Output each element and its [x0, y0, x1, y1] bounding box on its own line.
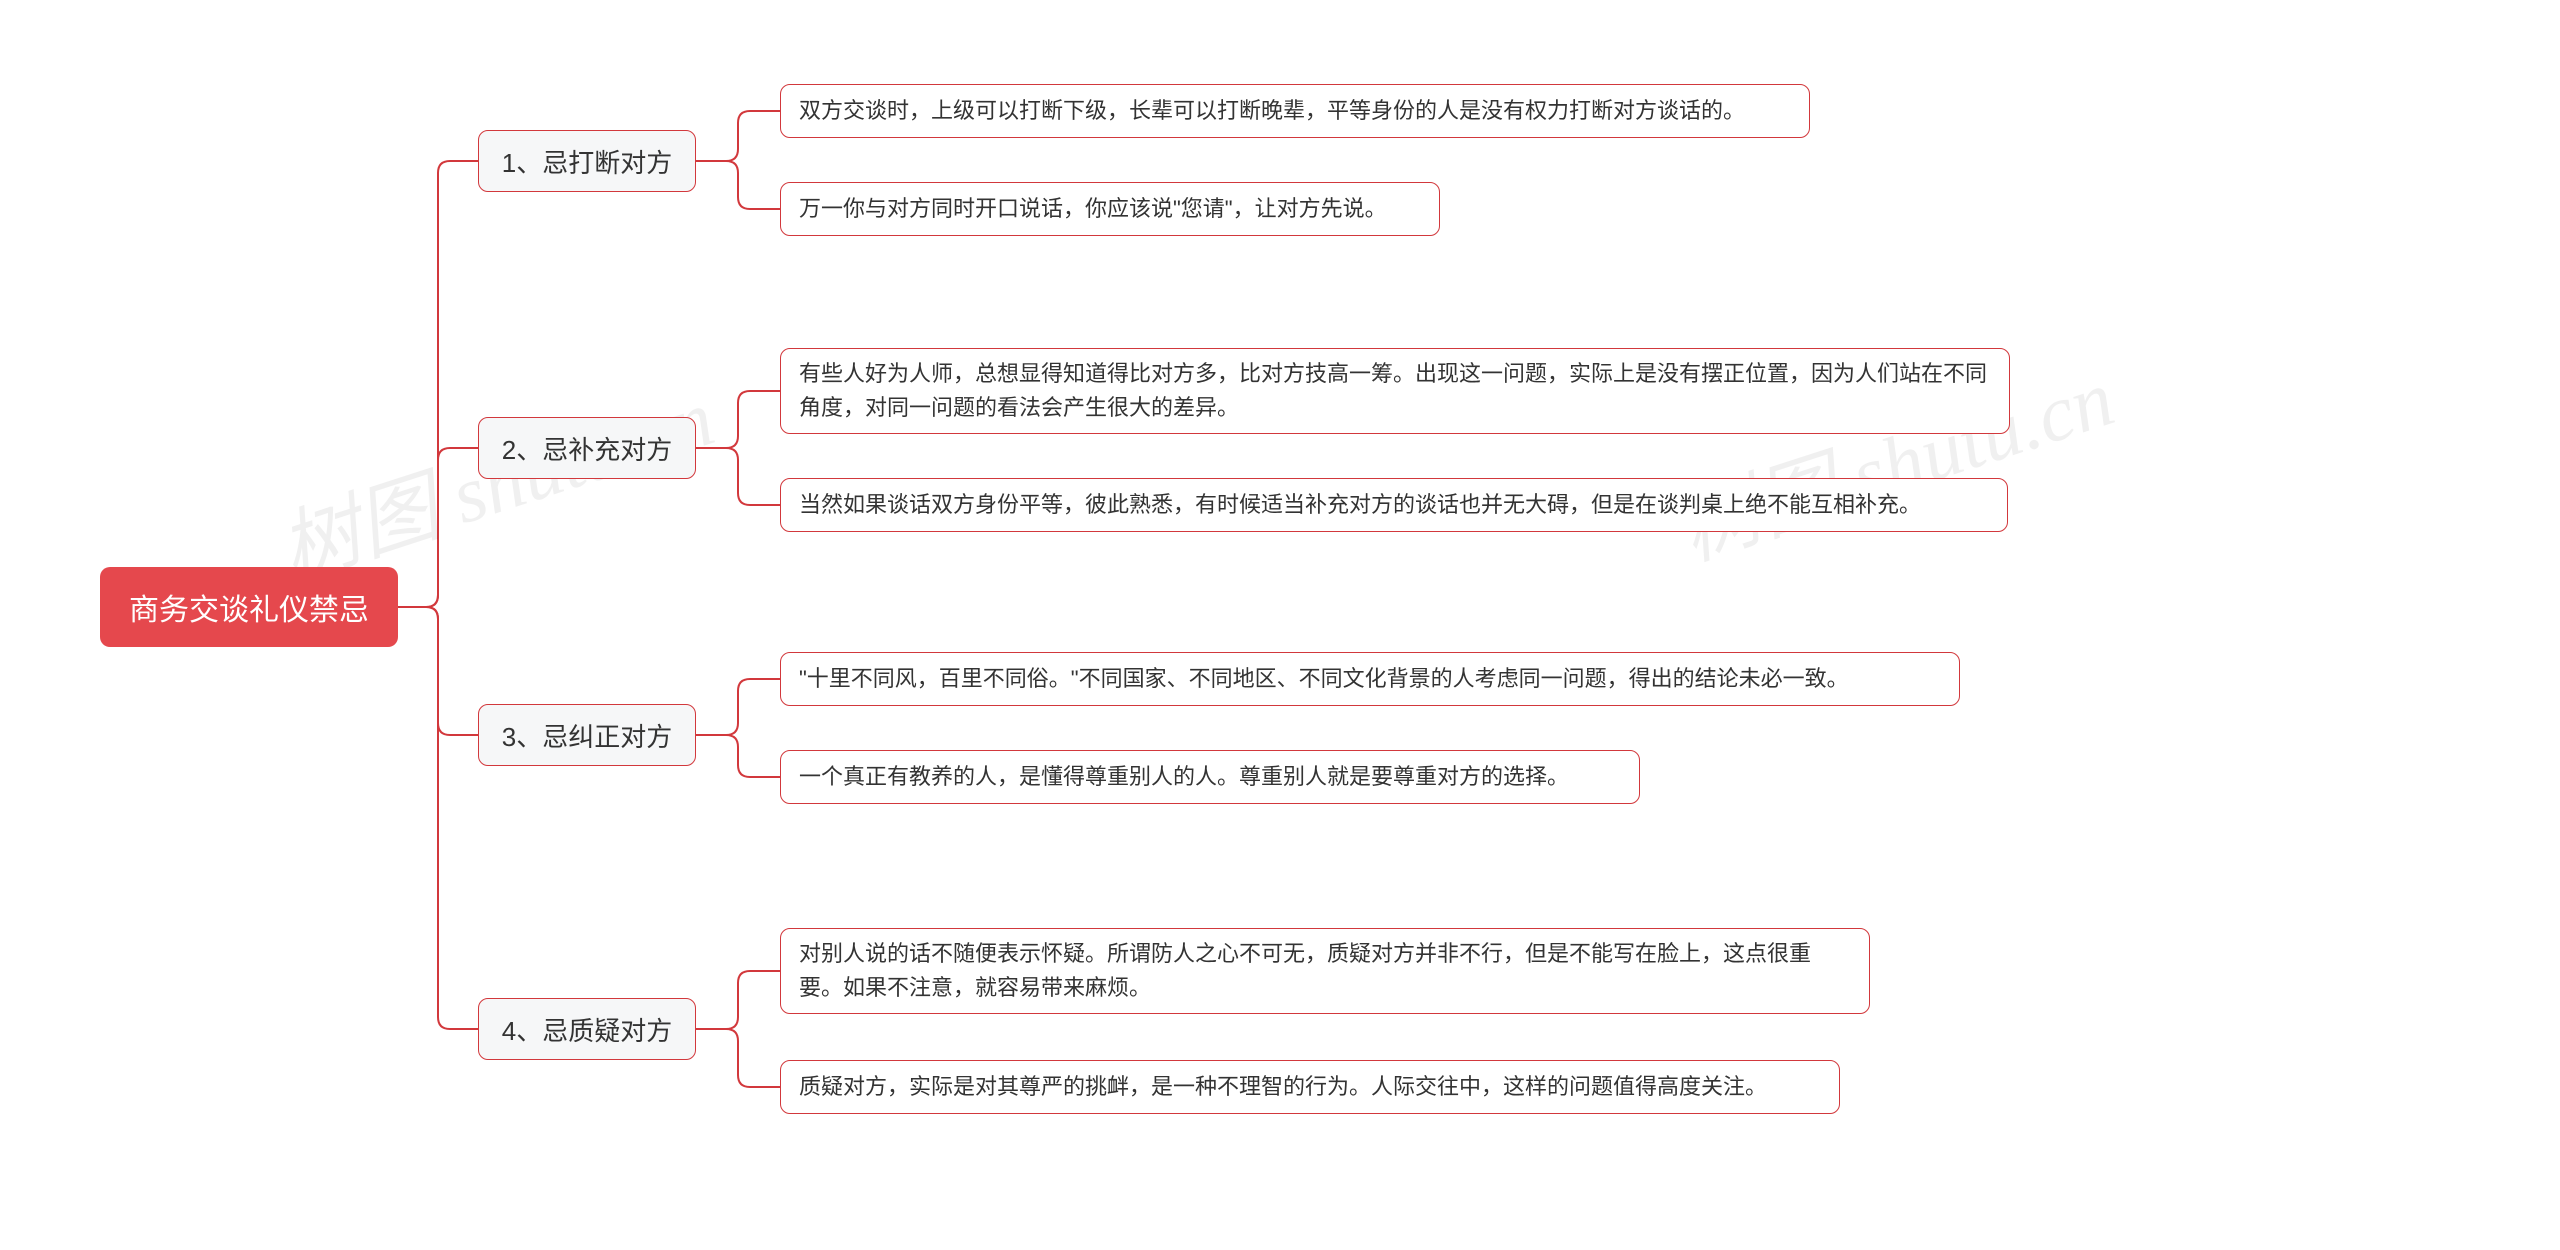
leaf-2-2-text: 当然如果谈话双方身份平等，彼此熟悉，有时候适当补充对方的谈话也并无大碍，但是在谈… [799, 488, 1989, 522]
leaf-3-2[interactable]: 一个真正有教养的人，是懂得尊重别人的人。尊重别人就是要尊重对方的选择。 [780, 750, 1640, 804]
branch-2[interactable]: 2、忌补充对方 [478, 417, 696, 479]
leaf-1-2[interactable]: 万一你与对方同时开口说话，你应该说"您请"，让对方先说。 [780, 182, 1440, 236]
mindmap-canvas: 树图 shutu.cn 树图 shutu.cn 商务交谈礼仪禁忌 1、忌打断对方… [0, 0, 2560, 1250]
leaf-1-1[interactable]: 双方交谈时，上级可以打断下级，长辈可以打断晚辈，平等身份的人是没有权力打断对方谈… [780, 84, 1810, 138]
leaf-3-2-text: 一个真正有教养的人，是懂得尊重别人的人。尊重别人就是要尊重对方的选择。 [799, 760, 1621, 794]
branch-4-label: 4、忌质疑对方 [502, 1011, 672, 1048]
leaf-1-1-text: 双方交谈时，上级可以打断下级，长辈可以打断晚辈，平等身份的人是没有权力打断对方谈… [799, 94, 1791, 128]
branch-3-label: 3、忌纠正对方 [502, 717, 672, 754]
leaf-3-1[interactable]: "十里不同风，百里不同俗。"不同国家、不同地区、不同文化背景的人考虑同一问题，得… [780, 652, 1960, 706]
branch-2-label: 2、忌补充对方 [502, 430, 672, 467]
leaf-2-1-text: 有些人好为人师，总想显得知道得比对方多，比对方技高一筹。出现这一问题，实际上是没… [799, 357, 1991, 425]
leaf-1-2-text: 万一你与对方同时开口说话，你应该说"您请"，让对方先说。 [799, 192, 1421, 226]
branch-3[interactable]: 3、忌纠正对方 [478, 704, 696, 766]
branch-1[interactable]: 1、忌打断对方 [478, 130, 696, 192]
root-node[interactable]: 商务交谈礼仪禁忌 [100, 567, 398, 647]
leaf-4-1-text: 对别人说的话不随便表示怀疑。所谓防人之心不可无，质疑对方并非不行，但是不能写在脸… [799, 937, 1851, 1005]
branch-4[interactable]: 4、忌质疑对方 [478, 998, 696, 1060]
root-label: 商务交谈礼仪禁忌 [129, 585, 369, 629]
leaf-4-2[interactable]: 质疑对方，实际是对其尊严的挑衅，是一种不理智的行为。人际交往中，这样的问题值得高… [780, 1060, 1840, 1114]
leaf-2-1[interactable]: 有些人好为人师，总想显得知道得比对方多，比对方技高一筹。出现这一问题，实际上是没… [780, 348, 2010, 434]
leaf-3-1-text: "十里不同风，百里不同俗。"不同国家、不同地区、不同文化背景的人考虑同一问题，得… [799, 662, 1941, 696]
branch-1-label: 1、忌打断对方 [502, 143, 672, 180]
leaf-4-1[interactable]: 对别人说的话不随便表示怀疑。所谓防人之心不可无，质疑对方并非不行，但是不能写在脸… [780, 928, 1870, 1014]
leaf-4-2-text: 质疑对方，实际是对其尊严的挑衅，是一种不理智的行为。人际交往中，这样的问题值得高… [799, 1070, 1821, 1104]
leaf-2-2[interactable]: 当然如果谈话双方身份平等，彼此熟悉，有时候适当补充对方的谈话也并无大碍，但是在谈… [780, 478, 2008, 532]
